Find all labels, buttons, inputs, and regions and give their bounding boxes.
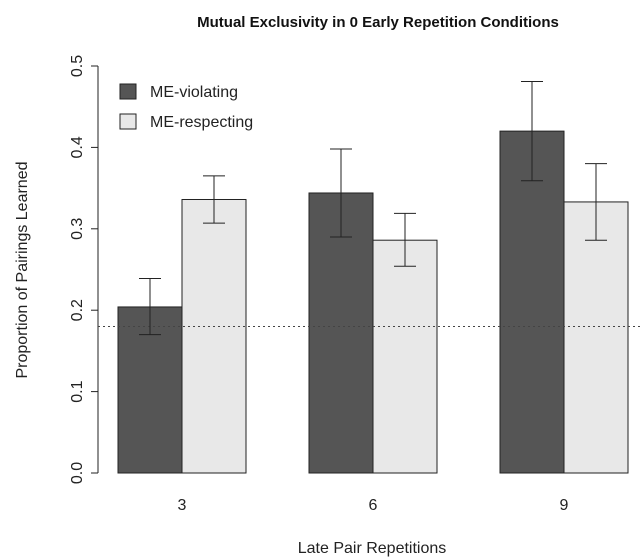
y-tick-label: 0.1 xyxy=(69,380,86,402)
bar xyxy=(181,198,247,474)
x-axis: 3 6 9 xyxy=(178,497,569,514)
y-axis-label: Proportion of Pairings Learned xyxy=(14,161,31,378)
y-tick-label: 0.5 xyxy=(69,55,86,77)
y-tick-label: 0.3 xyxy=(69,218,86,240)
legend-swatch xyxy=(119,113,137,130)
legend-swatch xyxy=(119,83,137,100)
legend: ME-violating ME-respecting xyxy=(119,83,253,131)
y-tick-label: 0.2 xyxy=(69,299,86,321)
error-bars-group xyxy=(139,80,607,336)
x-tick-label: 3 xyxy=(178,497,187,514)
x-tick-label: 9 xyxy=(560,497,569,514)
legend-label: ME-violating xyxy=(150,84,238,101)
y-axis: 0.0 0.1 0.2 0.3 0.4 0.5 xyxy=(69,55,99,484)
bar xyxy=(308,192,374,474)
y-tick-label: 0.4 xyxy=(69,136,86,158)
bars-group xyxy=(117,130,629,474)
bar xyxy=(499,130,565,474)
x-axis-label: Late Pair Repetitions xyxy=(298,540,447,557)
bar xyxy=(372,239,438,474)
x-tick-label: 6 xyxy=(369,497,378,514)
legend-label: ME-respecting xyxy=(150,114,253,131)
bar xyxy=(563,201,629,474)
chart-title: Mutual Exclusivity in 0 Early Repetition… xyxy=(197,14,559,31)
y-tick-label: 0.0 xyxy=(69,462,86,484)
